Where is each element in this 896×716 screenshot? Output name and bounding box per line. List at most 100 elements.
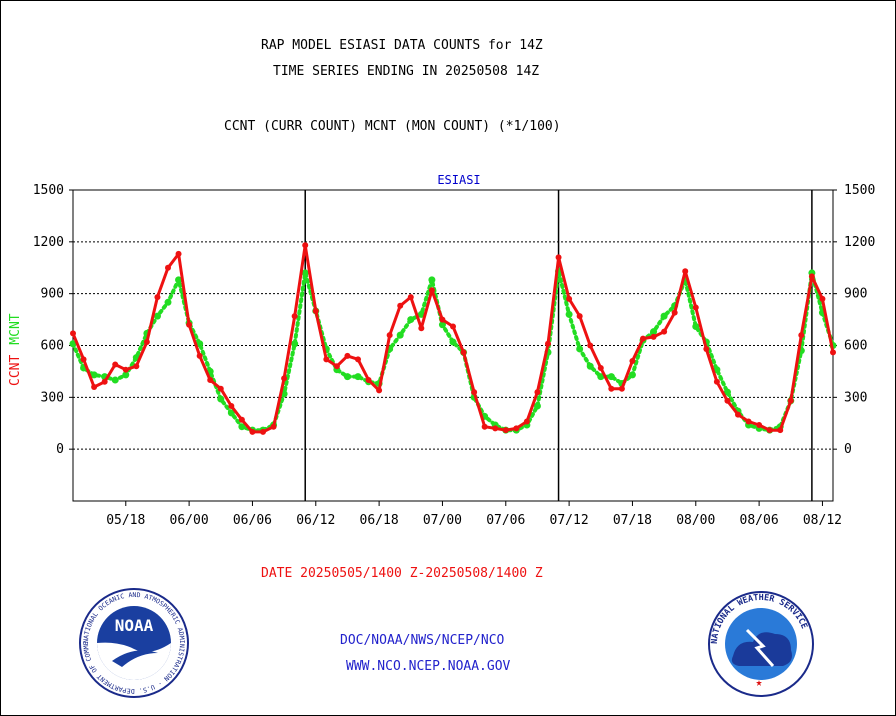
data-point-ccnt (587, 342, 594, 349)
data-point-ccnt (545, 340, 551, 347)
data-point-ccnt (386, 332, 393, 339)
data-point-ccnt (302, 242, 309, 249)
data-point-mcnt (576, 345, 584, 353)
data-point-ccnt (91, 383, 98, 390)
chart-title-line-1: RAP MODEL ESIASI DATA COUNTS for 14Z (261, 38, 543, 53)
x-tick-label: 07/18 (613, 513, 652, 528)
data-point-ccnt (122, 366, 129, 373)
data-point-ccnt (365, 377, 372, 384)
noaa-logo-text: NOAA (115, 616, 154, 635)
data-point-mcnt (217, 395, 225, 403)
data-point-ccnt (186, 321, 193, 328)
y-tick-label-right: 900 (844, 287, 867, 302)
data-point-mcnt (692, 322, 700, 330)
x-tick-label: 06/00 (170, 513, 209, 528)
y-tick-label-left: 0 (56, 442, 64, 457)
x-tick-label: 07/06 (486, 513, 525, 528)
data-point-ccnt (650, 333, 657, 340)
data-point-ccnt (291, 313, 298, 320)
data-point-ccnt (344, 352, 351, 359)
data-point-ccnt (618, 385, 625, 392)
data-point-ccnt (661, 328, 668, 335)
data-point-ccnt (101, 378, 108, 385)
data-point-ccnt (640, 335, 646, 342)
data-point-ccnt (397, 302, 404, 309)
data-point-ccnt (608, 385, 615, 392)
x-tick-label: 08/06 (740, 513, 779, 528)
data-point-mcnt (175, 276, 183, 284)
data-point-ccnt (471, 389, 478, 396)
data-point-mcnt (597, 373, 605, 381)
date-range-label: DATE 20250505/1400 Z-20250508/1400 Z (261, 566, 543, 581)
data-point-ccnt (238, 416, 245, 423)
data-point-ccnt (207, 377, 214, 384)
data-point-mcnt (354, 373, 362, 381)
y-tick-label-right: 300 (844, 390, 867, 405)
data-point-ccnt (376, 387, 383, 394)
data-point-mcnt (586, 362, 594, 370)
data-point-ccnt (756, 421, 763, 428)
data-point-ccnt (112, 361, 119, 368)
chart-title-line-2: TIME SERIES ENDING IN 20250508 14Z (273, 64, 540, 79)
x-tick-label: 06/06 (233, 513, 272, 528)
data-point-mcnt (238, 423, 246, 431)
data-point-mcnt (607, 373, 615, 381)
data-point-ccnt (766, 427, 773, 434)
data-point-ccnt (682, 268, 689, 275)
data-point-mcnt (343, 373, 351, 381)
data-point-ccnt (407, 294, 414, 301)
data-point-mcnt (713, 366, 721, 374)
data-point-mcnt (153, 312, 161, 320)
data-point-ccnt (323, 356, 330, 363)
data-point-ccnt (217, 385, 224, 392)
x-tick-label: 08/12 (803, 513, 842, 528)
data-point-ccnt (787, 397, 794, 404)
chart-title: ESIASI (437, 173, 480, 187)
y-tick-label-right: 600 (844, 339, 867, 354)
data-point-mcnt (723, 388, 731, 396)
data-point-ccnt (745, 418, 752, 425)
data-point-ccnt (576, 313, 583, 320)
data-point-mcnt (227, 409, 235, 417)
data-point-ccnt (80, 356, 87, 363)
series-line-mcnt (71, 269, 835, 433)
data-point-mcnt (407, 316, 415, 324)
data-point-ccnt (460, 349, 467, 356)
data-point-mcnt (291, 340, 299, 348)
data-point-mcnt (196, 340, 204, 348)
data-point-ccnt (249, 428, 256, 435)
data-point-mcnt (660, 312, 668, 320)
x-tick-label: 08/00 (676, 513, 715, 528)
y-tick-label-left: 1200 (33, 235, 64, 250)
data-point-mcnt (90, 371, 98, 379)
org-link[interactable]: DOC/NOAA/NWS/NCEP/NCO (340, 633, 505, 648)
y-tick-label-right: 1200 (844, 235, 875, 250)
tick-labels: 1500 1500 1200 1200 900 900 600 600 300 300 0 0 05/1… (8, 173, 875, 528)
data-point-ccnt (196, 352, 203, 359)
data-point-ccnt (312, 307, 319, 314)
data-point-ccnt (492, 425, 499, 432)
data-point-mcnt (69, 340, 77, 348)
data-point-ccnt (713, 378, 720, 385)
data-point-ccnt (450, 323, 456, 330)
data-point-mcnt (565, 310, 573, 318)
data-point-ccnt (830, 349, 836, 356)
data-point-ccnt (175, 250, 182, 257)
data-point-mcnt (417, 310, 425, 318)
data-point-ccnt (133, 363, 140, 370)
data-point-mcnt (533, 402, 541, 410)
y-tick-label-right: 0 (844, 442, 852, 457)
data-point-ccnt (260, 428, 266, 435)
nws-logo: NATIONAL WEATHER SERVICE (708, 591, 814, 697)
series-lines (69, 242, 837, 435)
data-point-mcnt (650, 328, 658, 336)
data-point-ccnt (597, 364, 604, 371)
data-point-ccnt (798, 332, 805, 339)
data-point-ccnt (523, 418, 530, 425)
data-point-ccnt (154, 294, 161, 301)
y-tick-label-left: 300 (41, 390, 64, 405)
data-point-mcnt (122, 371, 130, 379)
axes (69, 189, 837, 506)
website-link[interactable]: WWW.NCO.NCEP.NOAA.GOV (346, 659, 511, 674)
